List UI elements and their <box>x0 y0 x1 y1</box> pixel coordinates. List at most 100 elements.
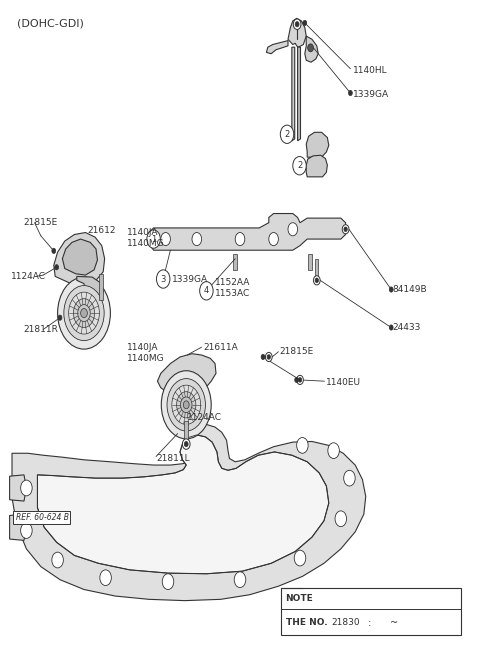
Circle shape <box>172 385 201 424</box>
Text: 21811L: 21811L <box>156 454 190 463</box>
Text: 1140MG: 1140MG <box>127 239 165 248</box>
Text: 1140EU: 1140EU <box>326 378 361 387</box>
Circle shape <box>235 233 245 246</box>
Circle shape <box>21 480 32 496</box>
Circle shape <box>303 20 307 26</box>
Circle shape <box>298 377 302 383</box>
Text: (DOHC-GDI): (DOHC-GDI) <box>17 18 84 28</box>
Circle shape <box>156 270 170 288</box>
Circle shape <box>348 90 352 96</box>
Circle shape <box>294 550 306 566</box>
Circle shape <box>297 375 303 384</box>
Circle shape <box>180 397 192 413</box>
Text: 1: 1 <box>151 234 156 244</box>
Polygon shape <box>77 276 103 305</box>
Text: 1140JA: 1140JA <box>127 228 159 237</box>
Bar <box>13 511 70 524</box>
Text: 21612: 21612 <box>88 226 116 235</box>
Polygon shape <box>37 435 329 574</box>
Text: 21815E: 21815E <box>280 347 314 356</box>
Circle shape <box>293 157 306 175</box>
Text: 84149B: 84149B <box>393 285 427 294</box>
Text: NOTE: NOTE <box>286 594 313 603</box>
Circle shape <box>297 438 308 453</box>
Text: 1153AC: 1153AC <box>215 289 250 298</box>
Bar <box>308 253 312 270</box>
Polygon shape <box>10 514 26 540</box>
Circle shape <box>295 377 299 383</box>
Text: THE NO.: THE NO. <box>286 618 327 627</box>
Text: 2: 2 <box>285 130 289 139</box>
Text: 21611A: 21611A <box>203 343 238 352</box>
Text: ~: ~ <box>390 618 398 627</box>
Circle shape <box>344 227 347 232</box>
Circle shape <box>328 443 339 458</box>
Circle shape <box>313 276 320 285</box>
Text: 1140JA: 1140JA <box>127 343 159 352</box>
Circle shape <box>293 19 301 29</box>
Text: 1140HL: 1140HL <box>353 66 387 75</box>
Circle shape <box>78 305 90 322</box>
Circle shape <box>21 523 32 538</box>
Polygon shape <box>292 47 295 141</box>
Circle shape <box>269 233 278 246</box>
Polygon shape <box>305 36 318 62</box>
Circle shape <box>295 22 299 27</box>
Circle shape <box>167 379 205 431</box>
Circle shape <box>376 615 387 631</box>
Text: 1140MG: 1140MG <box>127 354 165 363</box>
Circle shape <box>161 233 170 246</box>
Polygon shape <box>54 233 105 285</box>
Circle shape <box>161 371 211 439</box>
Circle shape <box>344 470 355 486</box>
Polygon shape <box>62 239 97 275</box>
Text: 4: 4 <box>204 286 209 295</box>
Circle shape <box>184 441 188 447</box>
Bar <box>281 588 461 635</box>
Polygon shape <box>12 424 366 601</box>
Circle shape <box>261 354 265 360</box>
Text: 4: 4 <box>401 618 406 627</box>
Circle shape <box>397 615 409 631</box>
Circle shape <box>288 223 298 236</box>
Text: 1152AA: 1152AA <box>215 278 251 288</box>
Circle shape <box>81 309 87 318</box>
Circle shape <box>342 225 349 234</box>
Text: 1339GA: 1339GA <box>172 274 208 284</box>
Text: 1124AC: 1124AC <box>11 272 46 281</box>
Circle shape <box>58 277 110 349</box>
Text: 21815E: 21815E <box>23 218 57 227</box>
Polygon shape <box>288 18 306 47</box>
Circle shape <box>147 230 160 248</box>
Polygon shape <box>266 41 288 54</box>
Circle shape <box>64 286 104 341</box>
Bar <box>233 253 237 270</box>
Circle shape <box>182 439 190 449</box>
Polygon shape <box>149 214 346 250</box>
Circle shape <box>200 282 213 300</box>
Text: 3: 3 <box>160 274 166 284</box>
Text: 24433: 24433 <box>393 323 421 332</box>
Bar <box>99 274 103 300</box>
Circle shape <box>308 44 313 52</box>
Bar <box>315 259 319 278</box>
Polygon shape <box>157 354 216 400</box>
Circle shape <box>267 354 271 359</box>
Circle shape <box>234 572 246 588</box>
Circle shape <box>162 574 174 590</box>
Circle shape <box>69 292 99 334</box>
Circle shape <box>389 287 393 292</box>
Circle shape <box>280 125 294 143</box>
Circle shape <box>192 233 202 246</box>
Circle shape <box>58 315 62 320</box>
Text: 21811R: 21811R <box>23 325 58 334</box>
Circle shape <box>52 552 63 568</box>
Polygon shape <box>306 155 327 177</box>
Polygon shape <box>298 47 300 141</box>
Text: 1124AC: 1124AC <box>187 413 222 422</box>
Circle shape <box>335 511 347 527</box>
Text: 1: 1 <box>379 618 384 627</box>
Polygon shape <box>10 475 26 501</box>
Bar <box>184 421 188 444</box>
Text: 21830: 21830 <box>331 618 360 627</box>
